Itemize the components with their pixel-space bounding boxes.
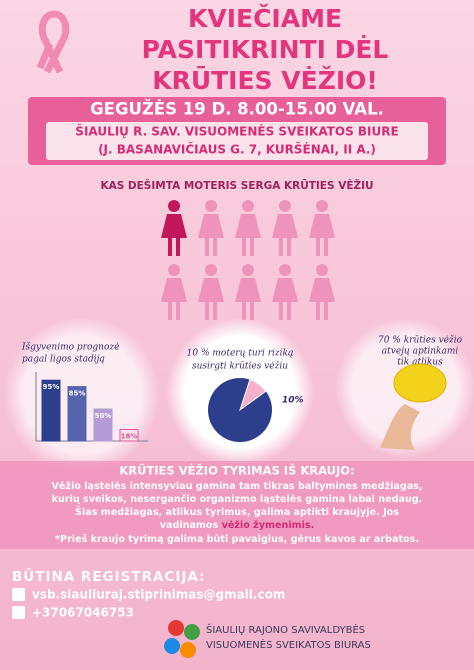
bar-label: 18% <box>121 432 138 440</box>
woman-head <box>205 200 217 212</box>
risk-text: 10 % moterų turi riziką <box>187 349 294 359</box>
paragraph-line: vadinamos vėžio žymenimis. <box>160 519 315 531</box>
pie-chart: 10% <box>208 378 304 442</box>
bar <box>93 408 113 442</box>
bar <box>41 379 61 442</box>
title-line: PASITIKRINTI DĖL <box>142 34 389 64</box>
pie-slice <box>239 378 267 412</box>
woman-body <box>161 214 187 256</box>
bar <box>67 386 87 442</box>
woman-head <box>316 264 328 276</box>
phone-icon <box>12 606 25 619</box>
email: vsb.siauliuraj.stiprinimas@gmail.com <box>32 588 285 602</box>
info-band <box>0 461 474 549</box>
lemon-icon <box>393 363 447 403</box>
hand-icon <box>380 404 420 450</box>
woman-head <box>279 200 291 212</box>
woman-head <box>242 264 254 276</box>
paragraph-line: Vėžio ląstelės intensyviau gamina tam ti… <box>51 480 422 492</box>
chart-title: Išgyvenimo prognozė <box>21 342 119 353</box>
woman-body <box>161 278 187 320</box>
woman-body <box>309 214 335 256</box>
bar <box>119 428 139 442</box>
detection-text: tik atlikus <box>397 358 443 368</box>
woman-body <box>309 278 335 320</box>
paragraph-text: vadinamos <box>160 520 219 531</box>
woman-body <box>235 214 261 256</box>
date: GEGUŽĖS 19 D. 8.00-15.00 VAL. <box>90 100 384 119</box>
bar-label: 50% <box>95 412 112 420</box>
bar-label: 85% <box>69 390 86 398</box>
place-box <box>46 122 428 160</box>
ribbon-icon <box>36 10 70 74</box>
note: *Prieš kraujo tyrimą galima būti pavalgi… <box>55 533 419 545</box>
women-icons <box>161 200 335 320</box>
title-line: KVIEČIAME <box>188 3 342 33</box>
detection-text: 70 % krūties vėžio <box>378 335 463 346</box>
woman-head <box>316 200 328 212</box>
logo-text: VISUOMENĖS SVEIKATOS BIURAS <box>206 638 371 651</box>
woman-head <box>242 200 254 212</box>
woman-body <box>272 214 298 256</box>
logo-text: ŠIAULIŲ RAJONO SAVIVALDYBĖS <box>206 623 365 636</box>
registration-title: BŪTINA REGISTRACIJA: <box>12 567 205 585</box>
woman-head <box>168 200 180 212</box>
woman-body <box>235 278 261 320</box>
bar-label: 95% <box>43 383 60 391</box>
woman-body <box>198 278 224 320</box>
women-caption: KAS DEŠIMTA MOTERIS SERGA KRŪTIES VĖŽIU <box>100 178 373 192</box>
woman-head <box>168 264 180 276</box>
pie-label: 10% <box>282 396 304 406</box>
chart-title: pagal ligos stadiją <box>22 355 105 365</box>
place: ŠIAULIŲ R. SAV. VISUOMENĖS SVEIKATOS BIU… <box>75 124 398 139</box>
section-title: KRŪTIES VĖŽIO TYRIMAS IŠ KRAUJO: <box>119 463 354 478</box>
woman-head <box>279 264 291 276</box>
woman-head <box>205 264 217 276</box>
woman-body <box>198 214 224 256</box>
phone: +37067046753 <box>32 606 134 620</box>
detection-text: atvejų aptinkami <box>382 347 459 357</box>
paragraph-line: kurių sveikos, nesergančio organizmo ląs… <box>52 493 423 505</box>
paragraph-line: Šias medžiagas, atlikus tyrimus, galima … <box>75 505 399 518</box>
woman-body <box>272 278 298 320</box>
logo-icon <box>164 620 200 658</box>
address: (J. BASANAVIČIAUS G. 7, KURŠĖNAI, II A.) <box>98 142 376 157</box>
bar-chart: 95% 85% 50% 18% <box>41 379 139 442</box>
email-icon <box>12 588 25 601</box>
title-line: KRŪTIES VĖŽIO! <box>152 65 378 95</box>
risk-text: susirgti krūties vėžiu <box>192 361 288 372</box>
highlight: vėžio žymenimis. <box>222 519 315 531</box>
